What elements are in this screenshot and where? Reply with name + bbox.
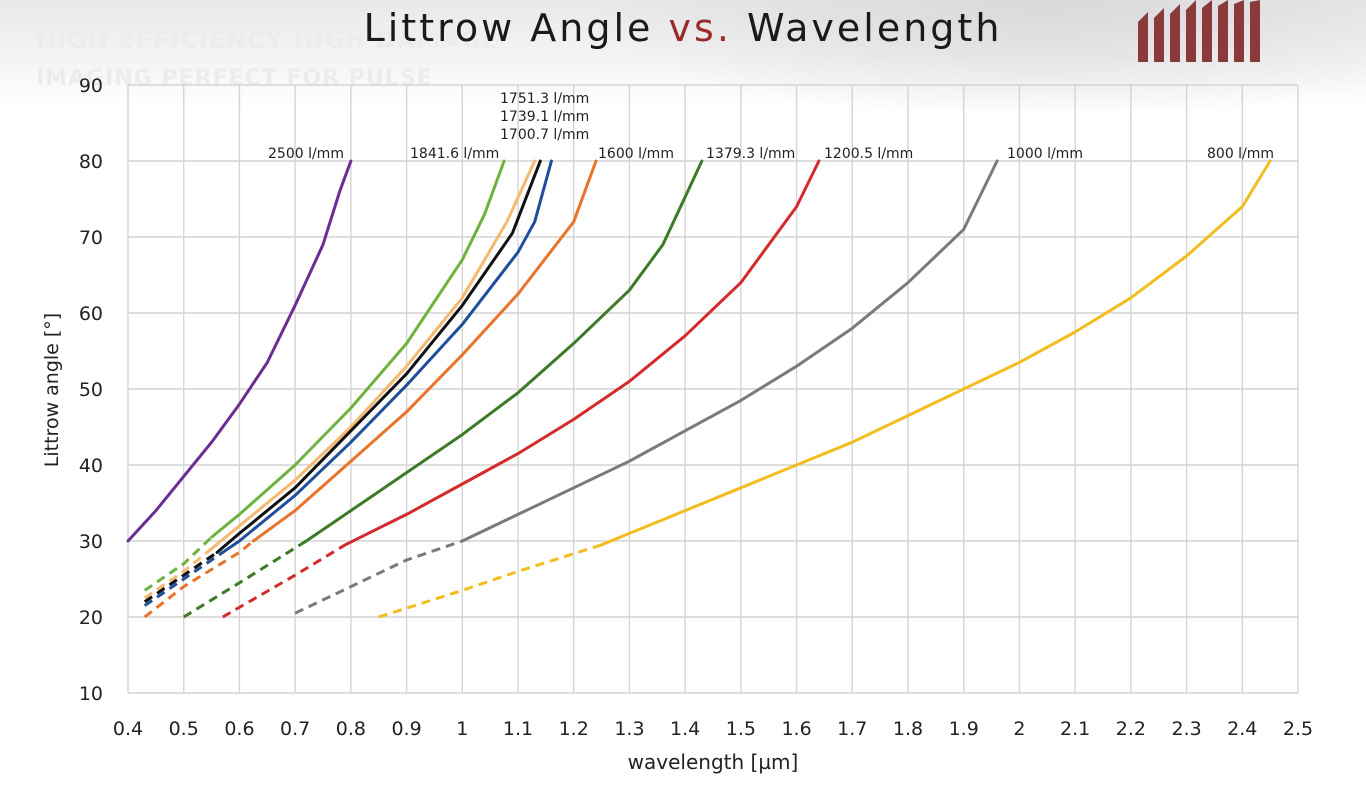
y-tick-label: 80 [79, 151, 103, 173]
series-line [600, 159, 1272, 547]
x-tick-label: 0.5 [169, 718, 199, 740]
series-line [251, 159, 598, 543]
chart-title-part2: Wavelength [731, 6, 1003, 50]
series-line [215, 159, 542, 554]
x-tick-label: 0.8 [336, 718, 366, 740]
x-tick-label: 2 [1013, 718, 1025, 740]
x-tick-label: 2.3 [1171, 718, 1201, 740]
chart-title: Littrow Angle vs. Wavelength [0, 6, 1366, 50]
x-tick-label: 0.9 [391, 718, 421, 740]
chart-grid [127, 84, 1299, 694]
series-name-label: 1000 l/mm [1007, 146, 1083, 162]
x-tick-label: 1.7 [837, 718, 867, 740]
y-tick-label: 90 [79, 75, 103, 97]
series-line-dashed [143, 551, 224, 607]
series-line [304, 159, 704, 543]
chart-tick-labels: 0.4 0.5 0.6 0.7 0.8 0.9 1 1.1 1.2 1.3 1.4 1.5 1.6 1.7… [79, 75, 1313, 740]
chart-title-part1: Littrow Angle [363, 6, 669, 50]
series-name-label: 1751.3 l/mm [500, 91, 589, 107]
series-name-label: 1600 l/mm [598, 146, 674, 162]
series-line [221, 159, 553, 554]
series-name-label: 800 l/mm [1207, 146, 1274, 162]
chart-series-lines [126, 159, 1272, 619]
y-tick-label: 20 [79, 607, 103, 629]
series-name-label: 1200.5 l/mm [824, 146, 913, 162]
brand-logo-stripes [1138, 0, 1260, 62]
series-name-label: 1739.1 l/mm [500, 109, 589, 125]
x-tick-label: 2.4 [1227, 718, 1257, 740]
chart-series-labels: 2500 l/mm 1841.6 l/mm 1751.3 l/mm 1739.1 l/… [268, 91, 1274, 162]
series-name-label: 1379.3 l/mm [706, 146, 795, 162]
x-tick-label: 2.2 [1116, 718, 1146, 740]
x-tick-label: 1.4 [670, 718, 700, 740]
x-tick-label: 1.5 [726, 718, 756, 740]
series-line [126, 159, 353, 543]
x-axis-label: wavelength [µm] [628, 750, 799, 774]
series-name-label: 1700.7 l/mm [500, 127, 589, 143]
x-tick-label: 1.6 [781, 718, 811, 740]
series-line [343, 159, 821, 547]
faded-tagline-line-2: HIGH EFFICIENCY HIGH DAMAGE [36, 26, 499, 54]
x-tick-label: 1.2 [559, 718, 589, 740]
series-line-dashed [143, 536, 213, 592]
x-tick-label: 0.6 [224, 718, 254, 740]
x-tick-label: 1 [456, 718, 468, 740]
y-axis-label: Littrow angle [°] [41, 313, 63, 467]
series-name-label: 1841.6 l/mm [410, 146, 499, 162]
x-tick-label: 0.4 [113, 718, 143, 740]
y-tick-label: 60 [79, 303, 103, 325]
y-tick-label: 10 [79, 683, 103, 705]
series-line-dashed [378, 543, 603, 619]
x-tick-label: 2.5 [1283, 718, 1313, 740]
y-tick-label: 70 [79, 227, 103, 249]
x-tick-label: 1.9 [949, 718, 979, 740]
y-tick-label: 30 [79, 531, 103, 553]
x-tick-label: 1.8 [893, 718, 923, 740]
series-line [210, 159, 537, 551]
series-line [210, 159, 506, 539]
series-line-dashed [182, 539, 308, 619]
series-line-dashed [143, 551, 218, 604]
series-line [460, 159, 999, 543]
x-tick-label: 0.7 [280, 718, 310, 740]
y-tick-label: 40 [79, 455, 103, 477]
series-line-dashed [221, 543, 347, 619]
x-tick-label: 1.1 [503, 718, 533, 740]
faded-tagline-line-3: IMAGING PERFECT FOR PULSE [36, 66, 433, 91]
series-line-dashed [294, 539, 463, 615]
series-name-label: 2500 l/mm [268, 146, 344, 162]
series-line-dashed [143, 539, 255, 619]
chart-title-vs: vs. [668, 6, 732, 50]
x-tick-label: 2.1 [1060, 718, 1090, 740]
x-tick-label: 1.3 [614, 718, 644, 740]
series-line-dashed [143, 547, 213, 600]
header-background-photo [560, 0, 1366, 120]
y-tick-label: 50 [79, 379, 103, 401]
